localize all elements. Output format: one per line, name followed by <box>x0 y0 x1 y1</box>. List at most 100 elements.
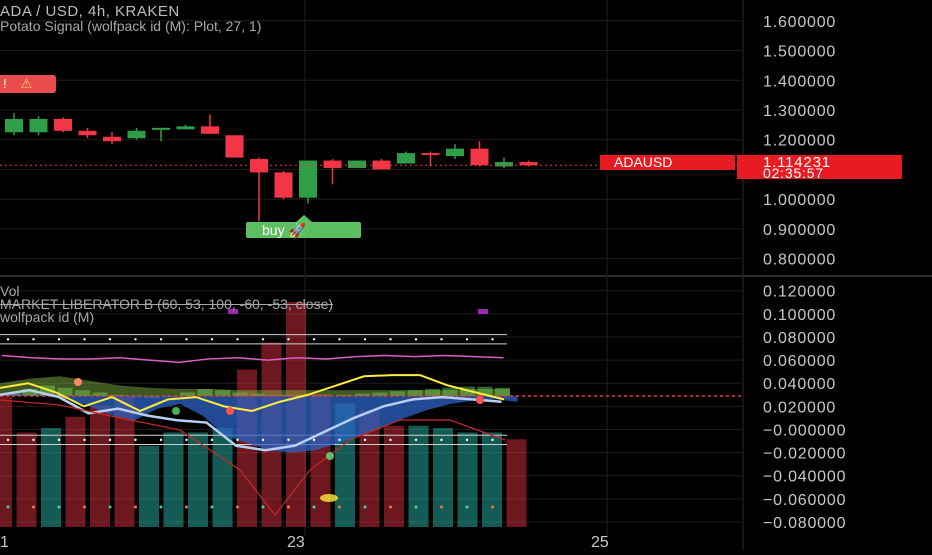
volume-bar <box>65 416 86 527</box>
bottom-dot <box>287 505 290 509</box>
time-tick-label: 23 <box>287 534 305 550</box>
bottom-dot <box>312 505 316 509</box>
price-tick-label: 1.400000 <box>763 73 836 90</box>
level-dot <box>159 338 163 341</box>
potato-signal-legend[interactable]: Potato Signal (wolfpack id (M): Plot, 27… <box>0 18 262 34</box>
volume-bar <box>16 432 37 527</box>
warning-icon: ⚠ <box>20 76 33 91</box>
bar-countdown: 02:35:57 <box>763 165 824 181</box>
level-dot <box>261 438 265 442</box>
bottom-dot <box>83 505 86 509</box>
candle-body <box>103 136 121 142</box>
bottom-dot <box>363 505 367 509</box>
signal-dot <box>326 452 334 460</box>
volume-bar <box>163 432 184 527</box>
histogram-bar <box>197 389 213 396</box>
wolfpack-legend[interactable]: wolfpack id (M) <box>0 309 95 325</box>
level-dot <box>465 438 469 442</box>
purple-marker <box>228 309 238 314</box>
level-dot <box>108 338 112 341</box>
level-dot <box>440 438 443 442</box>
histogram-bar <box>180 392 195 396</box>
osc-tick-label: 0.040000 <box>763 376 836 393</box>
price-tick-label: 0.800000 <box>763 252 836 269</box>
level-dot <box>363 438 367 442</box>
level-dot <box>210 338 214 341</box>
histogram-bar <box>495 387 510 396</box>
histogram-bar <box>267 394 283 396</box>
bottom-dot <box>159 505 163 509</box>
bottom-dot <box>440 505 443 509</box>
histogram-bar <box>232 392 248 396</box>
level-dot <box>6 338 10 341</box>
histogram-bar <box>442 387 458 396</box>
level-dot <box>389 438 392 442</box>
histogram-bar <box>75 390 90 396</box>
buy-label-pointer <box>296 215 312 222</box>
volume-bar <box>506 439 527 527</box>
green-band <box>0 376 510 396</box>
candle-body <box>201 126 219 134</box>
level-dot <box>338 338 341 341</box>
price-tick-label: 1.300000 <box>763 103 836 120</box>
market-liberator-legend[interactable]: MARKET LIBERATOR B (60, 53, 100, -60, -5… <box>0 296 334 312</box>
histogram-bar <box>215 390 230 396</box>
bottom-dot <box>338 505 341 509</box>
candle-body <box>225 135 244 158</box>
bottom-dot <box>465 505 469 509</box>
bottom-dot <box>414 505 418 509</box>
gold-dot <box>320 494 338 502</box>
histogram-bar <box>22 389 38 396</box>
osc-tick-label: 0.080000 <box>763 330 836 347</box>
volume-bar <box>139 446 159 527</box>
candle-body <box>250 159 268 173</box>
candle-body <box>519 162 538 166</box>
magenta-line <box>1 354 504 364</box>
level-dot <box>287 338 290 341</box>
level-dot <box>83 438 86 442</box>
signal-dot <box>226 407 234 415</box>
histogram-bar <box>372 392 388 396</box>
candle-body <box>54 118 72 131</box>
histogram-bar <box>477 386 493 396</box>
bottom-dot <box>491 505 494 509</box>
level-dot <box>236 438 239 442</box>
level-dot <box>440 338 443 341</box>
candle-body <box>152 127 170 130</box>
signal-dot <box>172 407 180 415</box>
candle-body <box>446 148 464 157</box>
level-dot <box>261 338 265 341</box>
osc-tick-label: −0.000000 <box>763 422 846 439</box>
level-dot <box>83 338 86 341</box>
signal-dot <box>74 378 82 386</box>
volume-bar <box>433 428 453 527</box>
volume-bar <box>90 405 110 527</box>
level-dot <box>210 438 214 442</box>
vol-legend[interactable]: Vol <box>0 283 20 299</box>
level-dot <box>414 438 418 442</box>
candle-body <box>5 118 23 133</box>
volume-bar <box>114 396 135 527</box>
candle-body <box>470 148 489 165</box>
level-dot <box>159 438 163 442</box>
bottom-dot <box>32 505 35 509</box>
volume-bar <box>212 428 233 527</box>
level-dot <box>32 338 35 341</box>
bottom-dot <box>210 505 214 509</box>
level-dot <box>236 338 239 341</box>
histogram-bar <box>57 387 73 396</box>
bottom-dot <box>57 505 61 509</box>
red-trend-line <box>0 399 506 516</box>
osc-tick-label: 0.120000 <box>763 284 836 301</box>
osc-tick-label: −0.080000 <box>763 515 846 532</box>
histogram-bar <box>110 394 125 396</box>
bottom-dot <box>236 505 239 509</box>
volume-bar <box>0 396 12 527</box>
level-dot <box>363 338 367 341</box>
osc-tick-label: 0.100000 <box>763 307 836 324</box>
level-dot <box>185 338 188 341</box>
candle-body <box>78 130 97 136</box>
volume-bar <box>188 432 208 527</box>
